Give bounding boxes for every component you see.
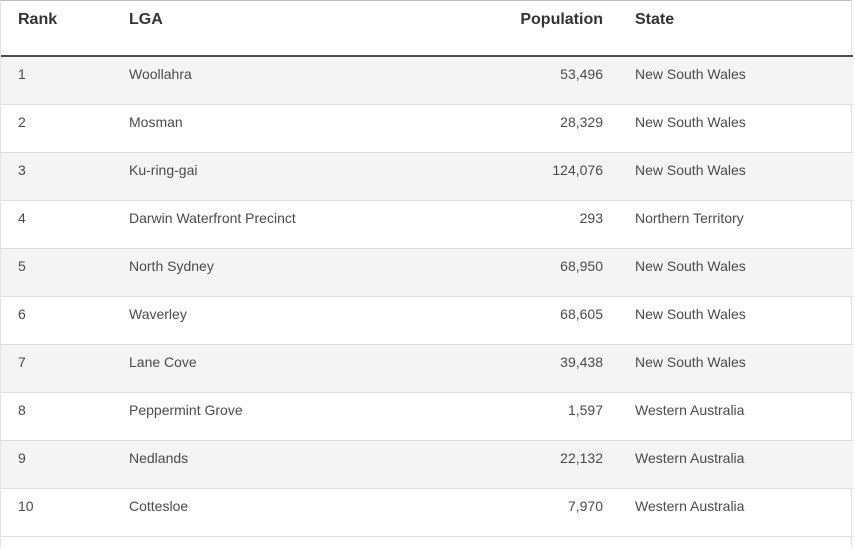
- cell-state: Western Australia: [635, 401, 745, 418]
- cell-state: New South Wales: [635, 353, 746, 370]
- table-row: 4 Darwin Waterfront Precinct 293 Norther…: [1, 200, 853, 248]
- cell-rank: 4: [18, 209, 26, 226]
- column-header-lga[interactable]: LGA: [129, 11, 163, 28]
- cell-state: New South Wales: [635, 305, 746, 322]
- column-header-rank[interactable]: Rank: [18, 11, 58, 28]
- table-row: 3 Ku-ring-gai 124,076 New South Wales: [1, 152, 853, 200]
- cell-rank: 3: [18, 161, 26, 178]
- cell-state: New South Wales: [635, 66, 746, 82]
- cell-state: New South Wales: [635, 257, 746, 274]
- cell-rank: 5: [18, 257, 26, 274]
- cell-lga: Nedlands: [129, 449, 189, 466]
- cell-lga: Woollahra: [129, 66, 192, 82]
- cell-population: 124,076: [552, 161, 603, 178]
- cell-lga: Waverley: [129, 305, 187, 322]
- cell-rank: 7: [18, 353, 26, 370]
- cell-population: 68,950: [560, 257, 603, 274]
- cell-population: 28,329: [560, 113, 603, 130]
- cell-lga: Lane Cove: [129, 353, 197, 370]
- table-row: 5 North Sydney 68,950 New South Wales: [1, 248, 853, 296]
- table-row: 8 Peppermint Grove 1,597 Western Austral…: [1, 392, 853, 440]
- table-row: 10 Cottesloe 7,970 Western Australia: [1, 488, 853, 536]
- table-header: Rank LGA Population State: [1, 1, 853, 56]
- cell-state: Western Australia: [635, 449, 745, 466]
- cell-population: 1,597: [567, 401, 603, 418]
- cell-rank: 10: [18, 497, 34, 514]
- cell-rank: 6: [18, 305, 26, 322]
- column-header-state[interactable]: State: [635, 11, 675, 28]
- table-row: 2 Mosman 28,329 New South Wales: [1, 104, 853, 152]
- cell-rank: 8: [18, 401, 26, 418]
- lga-population-table: Rank LGA Population State 1 Woollahra 53…: [1, 1, 853, 537]
- cell-lga: Cottesloe: [129, 497, 189, 514]
- column-header-population[interactable]: Population: [520, 11, 603, 28]
- cell-population: 293: [579, 209, 603, 226]
- header-row: Rank LGA Population State: [1, 1, 853, 56]
- cell-state: New South Wales: [635, 113, 746, 130]
- cell-rank: 2: [18, 113, 26, 130]
- table-row: 7 Lane Cove 39,438 New South Wales: [1, 344, 853, 392]
- cell-lga: Peppermint Grove: [129, 401, 243, 418]
- cell-lga: Ku-ring-gai: [129, 161, 198, 178]
- cell-state: Northern Territory: [635, 209, 744, 226]
- cell-population: 53,496: [560, 66, 603, 82]
- cell-rank: 9: [18, 449, 26, 466]
- cell-state: New South Wales: [635, 161, 746, 178]
- cell-population: 68,605: [560, 305, 603, 322]
- table-row: 6 Waverley 68,605 New South Wales: [1, 296, 853, 344]
- cell-population: 39,438: [560, 353, 603, 370]
- table-row: 9 Nedlands 22,132 Western Australia: [1, 440, 853, 488]
- table-body: 1 Woollahra 53,496 New South Wales 2 Mos…: [1, 56, 853, 536]
- cell-rank: 1: [18, 66, 26, 82]
- cell-population: 7,970: [567, 497, 603, 514]
- cell-lga: Darwin Waterfront Precinct: [129, 209, 296, 226]
- cell-lga: North Sydney: [129, 257, 214, 274]
- cell-population: 22,132: [560, 449, 603, 466]
- table-row: 1 Woollahra 53,496 New South Wales: [1, 56, 853, 104]
- cell-state: Western Australia: [635, 497, 745, 514]
- cell-lga: Mosman: [129, 113, 183, 130]
